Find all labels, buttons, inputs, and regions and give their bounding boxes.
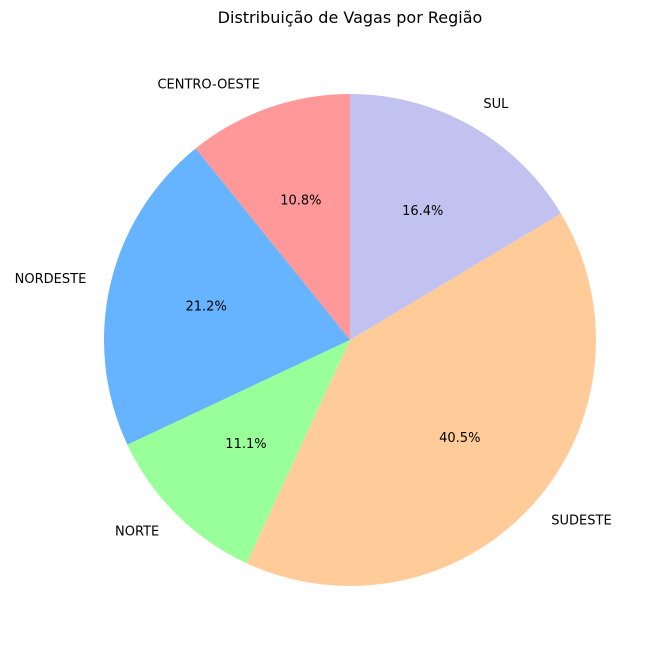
slice-label-sudeste: SUDESTE: [551, 513, 611, 528]
pie-slice-centro-oeste: [195, 94, 350, 340]
slice-percent-centro-oeste: 10.8%: [280, 193, 321, 208]
pie-slices: [104, 94, 596, 586]
slice-percent-sudeste: 40.5%: [439, 431, 480, 446]
slice-label-nordeste: NORDESTE: [15, 272, 87, 287]
slice-percent-nordeste: 21.2%: [186, 299, 227, 314]
slice-percent-sul: 16.4%: [402, 204, 443, 219]
pie-slice-sul: [350, 94, 561, 340]
slice-percent-norte: 11.1%: [225, 437, 266, 452]
pie-labels: CENTRO-OESTE 10.8% NORDESTE 21.2% NORTE 11.1%…: [15, 77, 612, 539]
slice-label-centro-oeste: CENTRO-OESTE: [157, 77, 260, 92]
pie-slice-sudeste: [246, 213, 596, 586]
pie-slice-nordeste: [104, 148, 350, 445]
slice-label-sul: SUL: [483, 97, 509, 112]
chart-title: Distribuição de Vagas por Região: [218, 8, 483, 27]
slice-label-norte: NORTE: [115, 524, 159, 539]
pie-slice-norte: [127, 340, 351, 564]
